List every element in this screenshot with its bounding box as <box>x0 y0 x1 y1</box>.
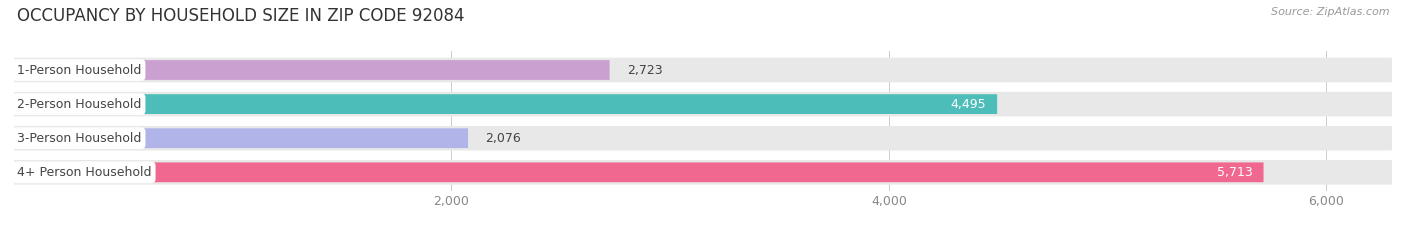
Text: 4+ Person Household: 4+ Person Household <box>17 166 152 179</box>
FancyBboxPatch shape <box>14 58 1392 82</box>
Text: 4,495: 4,495 <box>950 98 986 111</box>
Text: Source: ZipAtlas.com: Source: ZipAtlas.com <box>1271 7 1389 17</box>
FancyBboxPatch shape <box>14 60 610 80</box>
FancyBboxPatch shape <box>14 94 997 114</box>
Text: 5,713: 5,713 <box>1216 166 1253 179</box>
Text: 1-Person Household: 1-Person Household <box>17 64 141 76</box>
FancyBboxPatch shape <box>14 126 1392 151</box>
FancyBboxPatch shape <box>14 162 1264 182</box>
Text: 2,723: 2,723 <box>627 64 662 76</box>
Text: 2,076: 2,076 <box>485 132 522 145</box>
Text: 3-Person Household: 3-Person Household <box>17 132 141 145</box>
Text: OCCUPANCY BY HOUSEHOLD SIZE IN ZIP CODE 92084: OCCUPANCY BY HOUSEHOLD SIZE IN ZIP CODE … <box>17 7 464 25</box>
FancyBboxPatch shape <box>14 92 1392 116</box>
Text: 2-Person Household: 2-Person Household <box>17 98 141 111</box>
FancyBboxPatch shape <box>14 160 1392 185</box>
FancyBboxPatch shape <box>14 128 468 148</box>
